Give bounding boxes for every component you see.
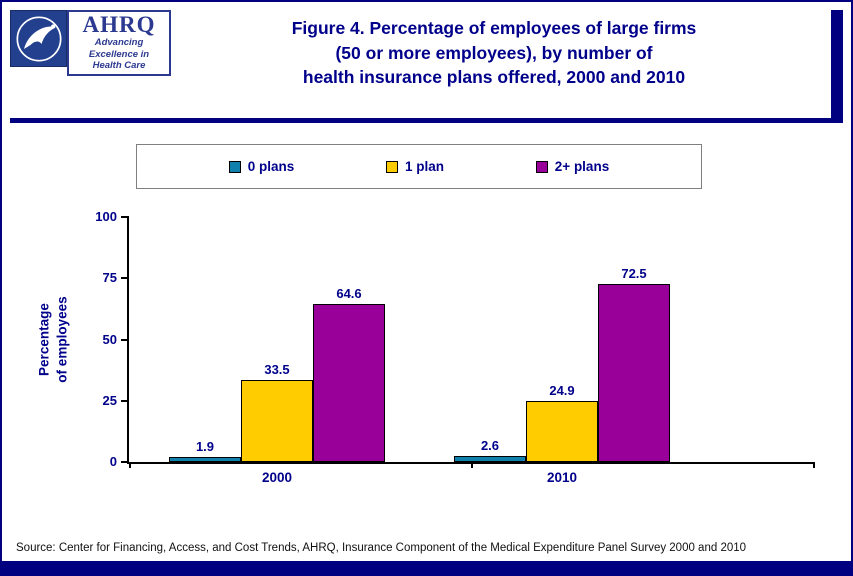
ahrq-tagline-line2: Excellence in [88,48,150,60]
legend-swatch [535,160,548,173]
ahrq-logo: AHRQ Advancing Excellence in Health Care [67,10,171,76]
logo-group: AHRQ Advancing Excellence in Health Care [10,10,171,118]
bar [454,455,526,462]
figure-title-line2: (50 or more employees), by number of [335,42,653,63]
y-axis-tick-label: 100 [95,209,117,224]
bar-value-label: 1.9 [195,439,215,455]
ahrq-tagline-line1: Advancing [94,37,144,49]
bar-cell: 33.5 [241,217,313,462]
legend-label: 0 plans [247,159,295,174]
bar-cell: 1.9 [169,217,241,462]
x-axis-tick [471,462,473,468]
bar [598,284,670,462]
legend-label: 2+ plans [554,159,610,174]
source-note: Source: Center for Financing, Access, an… [16,542,747,554]
y-axis-tick [121,277,129,280]
ahrq-tagline-line3: Health Care [92,59,146,71]
figure-title-line3: health insurance plans offered, 2000 and… [302,67,686,87]
y-axis-title-line1: Percentage [36,303,52,376]
figure-title-line1: Figure 4. Percentage of employees of lar… [291,18,697,38]
y-axis-tick [121,399,129,402]
legend-swatch [228,160,241,173]
legend-swatch [386,160,399,173]
chart-legend: 0 plans 1 plan 2+ plans [136,144,702,189]
y-axis-tick-label: 25 [102,392,117,408]
x-axis-tick [813,462,815,468]
bar-group-2000: 1.9 33.5 64.6 2000 [169,217,385,485]
bar-value-label: 72.5 [621,266,647,282]
bar [313,303,385,462]
legend-item: 1 plan [386,159,444,174]
ahrq-acronym: AHRQ [82,12,156,37]
x-axis-category-label: 2000 [261,470,293,485]
bar [526,401,598,462]
y-axis-tick [121,216,129,218]
bar-group-2010: 2.6 24.9 72.5 2010 [454,217,670,485]
bar-value-label: 64.6 [336,285,362,301]
bar-value-label: 33.5 [264,361,290,377]
header-divider-line [10,118,833,123]
y-axis-title-wrap: Percentage of employees [30,217,76,462]
y-axis-tick [121,338,129,341]
bar-cell: 72.5 [598,217,670,462]
x-axis-category-label: 2010 [546,470,578,485]
header: AHRQ Advancing Excellence in Health Care… [10,10,817,118]
y-axis-tick-label: 75 [102,270,117,286]
bar-value-label: 2.6 [480,437,500,453]
bar-groups-container: 1.9 33.5 64.6 2000 2.6 24.9 72.5 2010 [129,217,815,485]
hhs-logo [10,10,67,67]
bottom-accent-bar [2,561,851,574]
bar-value-label: 24.9 [549,383,575,398]
y-axis-title: Percentage of employees [35,296,70,382]
x-axis-tick [129,462,131,468]
figure-title: Figure 4. Percentage of employees of lar… [171,10,817,118]
plot-area: 1.9 33.5 64.6 2000 2.6 24.9 72.5 2010 0 25 50 75 10… [95,209,815,485]
legend-item: 2+ plans [535,159,610,174]
hhs-eagle-icon [16,16,61,61]
y-axis-tick [121,461,129,463]
bar [241,379,313,462]
header-accent-bar [831,10,843,123]
bar-cell: 2.6 [454,217,526,462]
bar-cell: 64.6 [313,217,385,462]
legend-item: 0 plans [228,159,295,174]
bar-cell: 24.9 [526,217,598,462]
y-axis-tick-label: 50 [102,331,117,347]
bar [169,457,241,462]
y-axis-tick-label: 0 [109,454,117,469]
y-axis-title-line2: of employees [54,296,69,383]
legend-label: 1 plan [405,159,445,174]
